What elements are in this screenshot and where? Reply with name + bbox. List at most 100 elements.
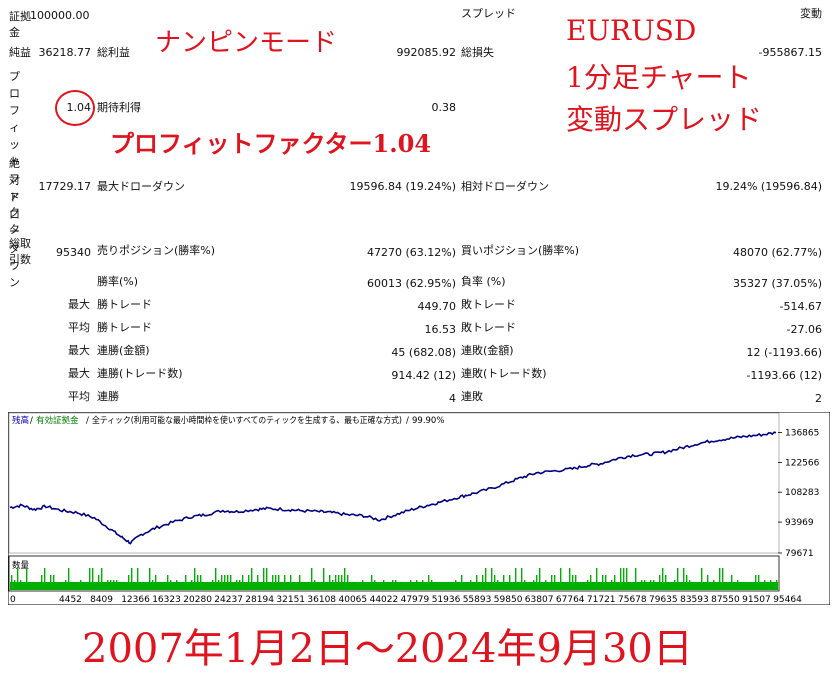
pair-annotation: EURUSD [566, 14, 697, 47]
volume-bar [44, 568, 46, 590]
volume-bar [431, 580, 433, 590]
x-tick-label: 32151 [276, 595, 305, 605]
avg-win-value: 16.53 [424, 323, 457, 336]
volume-bar [689, 580, 691, 590]
volume-bar [545, 580, 547, 590]
balance-legend: 残高 [12, 415, 29, 426]
volume-bar [701, 568, 703, 590]
volume-bar [719, 568, 721, 590]
volume-bar [11, 575, 13, 590]
max-consec-loss-label: 連敗(トレード数) [461, 367, 547, 380]
volume-bar [596, 568, 598, 590]
largest-loss-label: 敗トレード [461, 298, 516, 311]
svg-text:/: / [30, 416, 33, 426]
volume-bar [626, 568, 628, 590]
volume-bar [623, 568, 625, 590]
volume-bar [515, 568, 517, 590]
avg-consec-wins-label: 連勝 [97, 390, 119, 403]
max-drawdown-value: 19596.84 (19.24%) [349, 180, 456, 193]
x-tick-label: 12366 [121, 595, 150, 605]
y-tick-label: 108283 [785, 488, 819, 498]
max-consec-profit-value: 914.42 (12) [391, 369, 456, 382]
volume-bar [422, 580, 424, 590]
volume-bar [509, 575, 511, 590]
timeframe-annotation: 1分足チャート [566, 61, 752, 94]
net-profit-value: 36218.77 [38, 46, 92, 59]
deposit-value: 100000.00 [30, 9, 90, 22]
volume-bar [494, 575, 496, 590]
rel-drawdown-label: 相対ドローダウン [461, 180, 549, 193]
x-tick-label: 67764 [556, 595, 585, 605]
volume-bar [155, 575, 157, 590]
short-positions-label: 売りポジション(勝率%) [97, 244, 216, 257]
volume-bar [737, 580, 739, 590]
volume-bar [677, 568, 679, 590]
volume-bar [755, 575, 757, 590]
volume-bar [611, 580, 613, 590]
volume-bar [20, 580, 22, 590]
volume-bar [470, 580, 472, 590]
volume-bar [263, 568, 265, 590]
volume-bar [248, 575, 250, 590]
volume-bar [224, 575, 226, 590]
volume-bar [167, 575, 169, 590]
volume-bar [128, 575, 130, 590]
gross-loss-value: -955867.15 [758, 46, 822, 59]
total-trades-label: 総取引数 [9, 237, 31, 266]
volume-bar [764, 580, 766, 590]
volume-bar [194, 568, 196, 590]
volume-bar [116, 580, 118, 590]
volume-bar [416, 580, 418, 590]
volume-bar [770, 580, 772, 590]
x-tick-label: 4452 [59, 595, 82, 605]
volume-bar [461, 575, 463, 590]
long-positions-label: 買いポジション(勝率%) [461, 244, 580, 257]
volume-bar [341, 575, 343, 590]
volume-bar [707, 575, 709, 590]
spread-annotation: 変動スプレッド [566, 103, 763, 136]
volume-bar [251, 568, 253, 590]
volume-bar [176, 580, 178, 590]
volume-bar [344, 568, 346, 590]
volume-bar [662, 568, 664, 590]
volume-bar [185, 575, 187, 590]
max-consec-losses-label: 連敗(金額) [461, 344, 514, 357]
equity-legend: 有効証拠金 [36, 415, 79, 426]
spread-value: 変動 [800, 7, 822, 20]
volume-bar [650, 580, 652, 590]
volume-bar [101, 568, 103, 590]
volume-bar [335, 575, 337, 590]
volume-bar [485, 568, 487, 590]
volume-bar [14, 580, 16, 590]
volume-bar [80, 580, 82, 590]
volume-bar [590, 575, 592, 590]
volume-bar [620, 568, 622, 590]
volume-bar [731, 575, 733, 590]
avg-consec-wins-value: 4 [449, 392, 456, 405]
volume-bar [131, 568, 133, 590]
volume-bar [197, 575, 199, 590]
volume-bar [107, 580, 109, 590]
volume-bar [614, 575, 616, 590]
volume-bar [395, 580, 397, 590]
x-tick-label: 59850 [494, 595, 523, 605]
profit-factor-circle [55, 90, 95, 126]
volume-bar [758, 575, 760, 590]
volume-bar [659, 575, 661, 590]
largest-loss-value: -514.67 [779, 300, 822, 313]
volume-bar [605, 575, 607, 590]
volume-bar [152, 580, 154, 590]
largest-prefix: 最大 [68, 298, 90, 311]
volume-bar [560, 568, 562, 590]
loss-rate-label: 負率 (%) [461, 275, 506, 288]
profit-factor-label: プロフィットファクタ [9, 70, 20, 236]
volume-bar [533, 580, 535, 590]
largest-win-value: 449.70 [417, 300, 457, 313]
volume-bar [524, 580, 526, 590]
volume-bar [149, 568, 151, 590]
x-tick-label: 83593 [680, 595, 709, 605]
y-tick-label: 122566 [785, 458, 820, 468]
volume-bar [110, 580, 112, 590]
volume-bar [587, 580, 589, 590]
avg-loss-label: 敗トレード [461, 321, 516, 334]
